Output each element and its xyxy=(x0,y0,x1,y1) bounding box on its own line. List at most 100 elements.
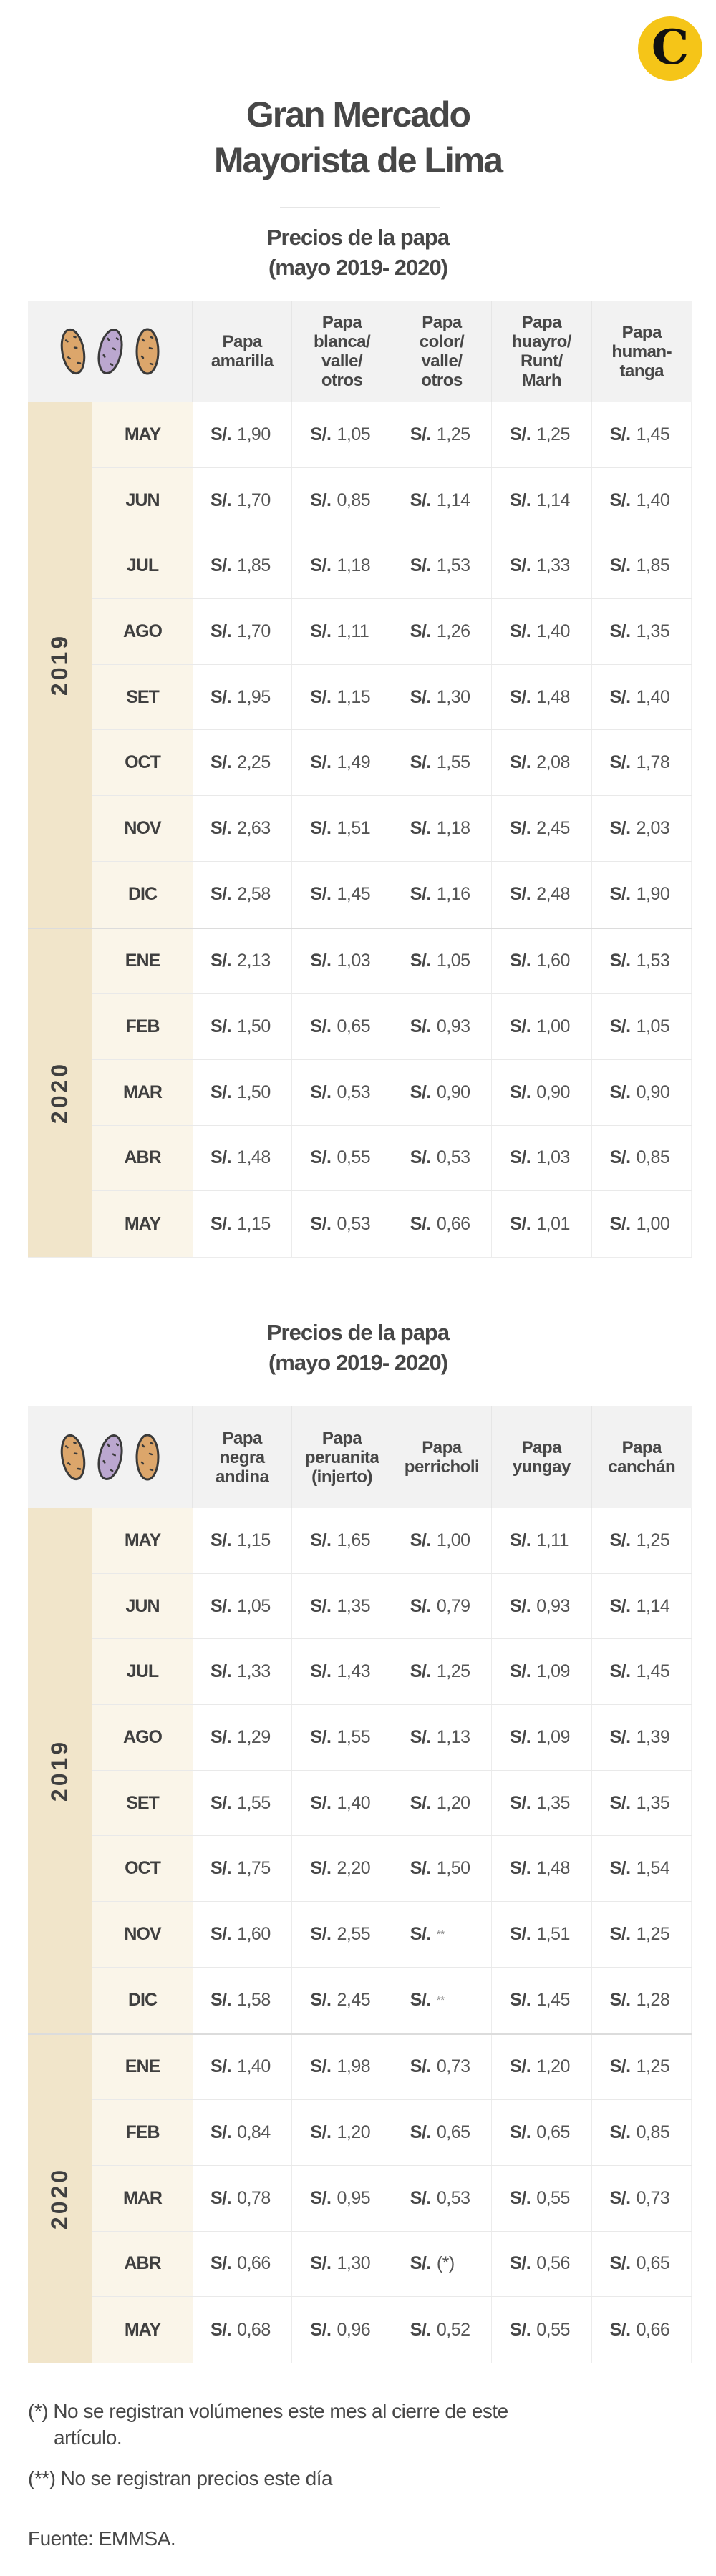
page-title: Gran Mercado Mayorista de Lima xyxy=(0,92,716,183)
price-cell: S/. 1,25 xyxy=(592,2034,692,2100)
price-value: 1,43 xyxy=(337,1661,371,1682)
currency-symbol: S/. xyxy=(510,1990,531,2011)
month-label: FEB xyxy=(92,994,193,1059)
price-value: 1,29 xyxy=(237,1726,271,1747)
price-value: 1,26 xyxy=(436,621,470,641)
currency-symbol: S/. xyxy=(310,752,332,773)
price-value: 1,50 xyxy=(237,1016,271,1037)
currency-symbol: S/. xyxy=(211,424,232,444)
price-value: 0,65 xyxy=(436,2122,470,2143)
price-cell: S/. (*) xyxy=(392,2231,493,2297)
price-value: 0,95 xyxy=(337,2187,371,2208)
price-cell: S/. 1,15 xyxy=(292,664,392,730)
currency-symbol: S/. xyxy=(211,2319,232,2340)
price-cell: S/. 0,90 xyxy=(492,1059,592,1125)
price-value: 2,45 xyxy=(337,1990,371,2011)
price-cell: S/. 0,55 xyxy=(492,2165,592,2231)
price-cell: S/. 0,93 xyxy=(392,994,493,1059)
price-cell: S/. 0,55 xyxy=(292,1125,392,1191)
currency-symbol: S/. xyxy=(510,1530,531,1550)
price-cell: S/. 1,20 xyxy=(492,2034,592,2100)
table-1-subtitle: Precios de la papa (mayo 2019- 2020) xyxy=(0,223,716,283)
price-value: 1,00 xyxy=(436,1530,470,1550)
price-cell: S/. 2,03 xyxy=(592,796,692,861)
currency-symbol: S/. xyxy=(609,1661,632,1682)
year-text: 2020 xyxy=(47,2167,73,2230)
month-label: MAY xyxy=(92,402,193,467)
table-row: FEB S/. 0,84 S/. 1,20 S/. 0,65 S/. 0,65 S/. 0,85 xyxy=(92,2100,692,2166)
column-header: Papa negra andina xyxy=(193,1406,293,1508)
price-value: 1,14 xyxy=(436,490,470,510)
price-value: 0,53 xyxy=(337,1082,371,1102)
price-cell: S/. 1,55 xyxy=(292,1705,392,1770)
currency-symbol: S/. xyxy=(510,2319,531,2340)
currency-symbol: S/. xyxy=(510,1595,531,1616)
currency-symbol: S/. xyxy=(410,621,432,641)
price-value: 1,40 xyxy=(636,686,670,707)
month-label: ABR xyxy=(92,2231,193,2297)
price-cell: S/. 0,90 xyxy=(592,1059,692,1125)
price-cell: S/. 1,05 xyxy=(193,1573,293,1639)
currency-symbol: S/. xyxy=(211,1792,232,1813)
currency-symbol: S/. xyxy=(410,1213,432,1234)
currency-symbol: S/. xyxy=(211,752,232,773)
currency-symbol: S/. xyxy=(410,1858,432,1879)
price-cell: S/. 1,78 xyxy=(592,730,692,796)
price-value: 1,60 xyxy=(237,1923,271,1944)
currency-symbol: S/. xyxy=(310,686,332,707)
price-value: 0,55 xyxy=(337,1147,371,1168)
price-cell: S/. 1,75 xyxy=(193,1836,293,1902)
price-cell: S/. 1,50 xyxy=(392,1836,493,1902)
month-label: MAY xyxy=(92,1508,193,1573)
price-cell: S/. 1,05 xyxy=(592,994,692,1059)
price-cell: S/. 2,63 xyxy=(193,796,293,861)
currency-symbol: S/. xyxy=(410,1661,432,1682)
table-row: DIC S/. 1,58 S/. 2,45 S/. ** S/. 1,45 S/. 1,28 xyxy=(92,1967,692,2033)
price-cell: S/. 1,25 xyxy=(392,402,493,467)
table-header: Papa negra andina Papa peruanita (injerto… xyxy=(28,1406,692,1508)
currency-symbol: S/. xyxy=(211,1923,232,1944)
price-value: 1,85 xyxy=(237,555,271,576)
year-label: 2020 xyxy=(28,928,92,1257)
price-cell: S/. 1,53 xyxy=(392,533,493,599)
footnote-1-text: No se registran volúmenes este mes al ci… xyxy=(53,2400,508,2422)
currency-symbol: S/. xyxy=(211,2253,232,2274)
table-row: MAY S/. 1,15 S/. 1,65 S/. 1,00 S/. 1,11 S/. 1,25 xyxy=(92,1508,692,1574)
month-label: ENE xyxy=(92,928,193,994)
table-row: ABR S/. 1,48 S/. 0,55 S/. 0,53 S/. 1,03 S/. 0,85 xyxy=(92,1125,692,1192)
price-cell: S/. 1,15 xyxy=(193,1508,293,1573)
currency-symbol: S/. xyxy=(310,490,332,510)
potato-icon xyxy=(60,1434,85,1481)
currency-symbol: S/. xyxy=(211,1990,232,2011)
price-cell: S/. 1,98 xyxy=(292,2034,392,2100)
price-value: 2,03 xyxy=(636,817,670,838)
price-value: 1,55 xyxy=(337,1726,371,1747)
price-value: 0,85 xyxy=(337,490,371,510)
price-value: 1,90 xyxy=(237,424,271,444)
price-cell: S/. 2,20 xyxy=(292,1836,392,1902)
currency-symbol: S/. xyxy=(211,1530,232,1550)
price-cell: S/. 0,53 xyxy=(392,2165,493,2231)
column-header: Papa canchán xyxy=(608,1438,676,1477)
currency-symbol: S/. xyxy=(410,1923,432,1944)
price-value: 1,11 xyxy=(337,621,369,641)
price-cell: S/. 1,35 xyxy=(592,599,692,664)
currency-symbol: S/. xyxy=(510,686,531,707)
price-cell: S/. 0,66 xyxy=(193,2231,293,2297)
price-cell: S/. 1,35 xyxy=(592,1770,692,1836)
price-value: 2,48 xyxy=(536,884,570,905)
currency-symbol: S/. xyxy=(609,1147,632,1168)
price-cell: S/. 1,60 xyxy=(193,1902,293,1967)
price-table-1: Papa amarilla Papa blanca/ valle/ otros Pa… xyxy=(28,301,692,1258)
currency-symbol: S/. xyxy=(310,1082,332,1102)
price-value: 0,73 xyxy=(436,2056,470,2077)
currency-symbol: S/. xyxy=(310,2122,332,2143)
price-cell: S/. 0,65 xyxy=(592,2231,692,2297)
el-comercio-logo: C xyxy=(638,16,702,81)
price-value: 1,48 xyxy=(237,1147,271,1168)
price-cell: S/. 1,55 xyxy=(392,730,493,796)
price-cell: S/. 1,20 xyxy=(292,2100,392,2165)
currency-symbol: S/. xyxy=(310,1858,332,1879)
price-cell: S/. 2,45 xyxy=(292,1967,392,2033)
price-cell: S/. 1,03 xyxy=(492,1125,592,1191)
